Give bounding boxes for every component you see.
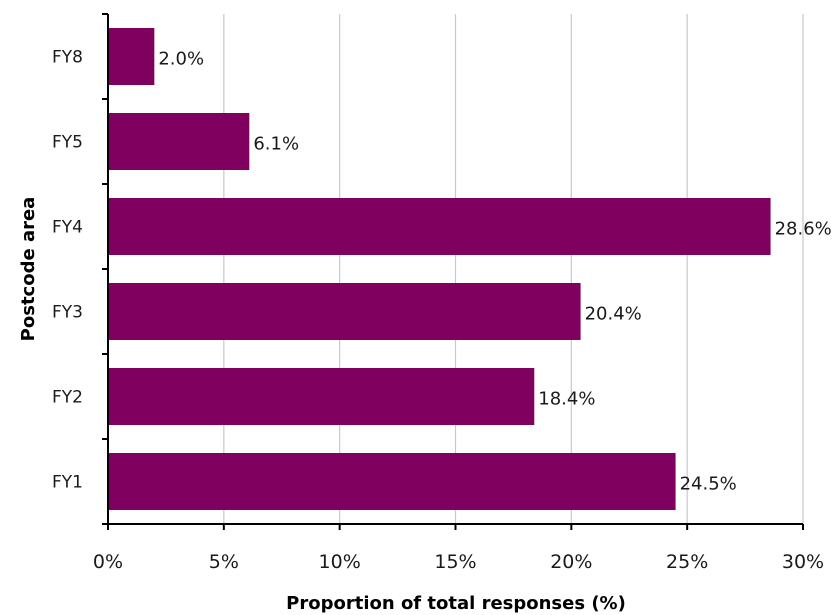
x-tick-label-4: 20% [550,551,592,573]
category-label-fy8: FY8 [52,48,83,68]
bars [109,28,771,510]
data-label-fy2: 18.4% [538,389,595,410]
gridlines [223,14,804,524]
x-tick-label-5: 25% [666,551,708,573]
axes [102,13,804,530]
bar-fy1 [109,453,676,510]
x-tick-label-0: 0% [93,551,123,573]
data-label-fy1: 24.5% [680,474,737,495]
category-label-fy2: FY2 [52,388,83,408]
x-tick-label-6: 30% [782,551,824,573]
bar-fy5 [109,113,250,170]
bar-fy8 [109,28,155,85]
bar-fy3 [109,283,581,340]
category-label-fy3: FY3 [52,303,83,323]
x-tick-label-3: 15% [434,551,476,573]
x-tick-label-1: 5% [209,551,239,573]
data-label-fy5: 6.1% [253,134,299,155]
labels: FY8 2.0% FY5 6.1% FY4 28.6% FY3 20.4% FY2 18.4% FY… [52,48,832,574]
bar-fy2 [109,368,535,425]
x-axis-title: Proportion of total responses (%) [286,593,626,614]
data-label-fy3: 20.4% [585,304,642,325]
x-tick-label-2: 10% [319,551,361,573]
data-label-fy8: 2.0% [158,49,204,70]
category-label-fy5: FY5 [52,133,83,153]
bar-fy4 [109,198,771,255]
y-axis-title: Postcode area [18,197,39,342]
data-label-fy4: 28.6% [775,219,832,240]
category-label-fy4: FY4 [52,218,83,238]
category-label-fy1: FY1 [52,473,83,493]
